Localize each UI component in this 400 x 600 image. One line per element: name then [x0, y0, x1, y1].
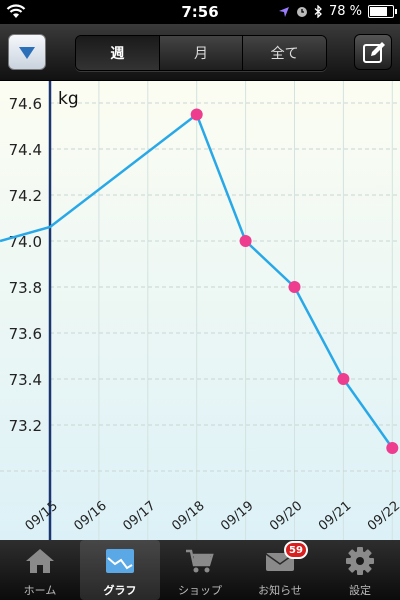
- notification-badge: 59: [284, 541, 308, 559]
- segment-week[interactable]: 週: [76, 36, 159, 70]
- tab-shop[interactable]: ショップ: [160, 540, 240, 600]
- weight-chart: 74.674.474.274.073.873.673.473.2 kg 09/1…: [0, 81, 400, 540]
- tab-home[interactable]: ホーム: [0, 540, 80, 600]
- tab-settings-label: 設定: [349, 584, 371, 597]
- y-tick-label: 73.8: [9, 279, 42, 297]
- home-icon: [26, 549, 54, 573]
- y-tick-label: 73.6: [9, 325, 42, 343]
- tab-news[interactable]: 59 お知らせ: [240, 540, 320, 600]
- cart-icon: [186, 549, 214, 573]
- weight-data-point[interactable]: [190, 108, 203, 121]
- bluetooth-icon: [314, 5, 322, 18]
- tab-news-label: お知らせ: [258, 584, 302, 597]
- y-axis-unit-label: kg: [58, 89, 79, 109]
- weight-data-point[interactable]: [288, 281, 301, 293]
- tab-graph[interactable]: グラフ: [80, 540, 160, 600]
- segment-all[interactable]: 全て: [242, 36, 326, 70]
- triangle-down-icon: [19, 47, 35, 59]
- wifi-icon: [6, 4, 26, 18]
- graph-icon: [106, 549, 134, 573]
- nav-bar: 週 月 全て: [0, 24, 400, 81]
- weight-data-point[interactable]: [337, 373, 350, 385]
- y-tick-label: 74.4: [9, 141, 42, 159]
- weight-data-point[interactable]: [239, 235, 252, 247]
- y-tick-label: 73.2: [9, 417, 42, 435]
- tab-settings[interactable]: 設定: [320, 540, 400, 600]
- battery-percent: 78 %: [328, 4, 362, 19]
- battery-icon: [368, 5, 397, 18]
- gear-icon: [346, 547, 374, 575]
- status-time: 7:56: [181, 3, 219, 21]
- weight-data-point[interactable]: [386, 442, 399, 454]
- tab-shop-label: ショップ: [178, 584, 222, 597]
- y-tick-label: 73.4: [9, 371, 42, 389]
- chart-background: [0, 81, 400, 540]
- clock-lock-icon: [296, 6, 307, 17]
- y-tick-label: 74.2: [9, 187, 42, 205]
- location-icon: [278, 6, 289, 17]
- edit-button[interactable]: [354, 34, 392, 70]
- tab-home-label: ホーム: [23, 584, 57, 597]
- segment-month[interactable]: 月: [158, 36, 243, 70]
- tab-graph-label: グラフ: [103, 584, 137, 597]
- period-segmented-control: 週 月 全て: [75, 35, 327, 71]
- status-bar: 7:56 78 %: [0, 0, 400, 24]
- dropdown-button[interactable]: [8, 34, 46, 70]
- y-tick-label: 74.6: [9, 95, 42, 113]
- y-tick-label: 74.0: [9, 233, 42, 251]
- tab-bar: ホーム グラフ ショップ 59 お知らせ: [0, 540, 400, 600]
- edit-icon: [363, 42, 385, 63]
